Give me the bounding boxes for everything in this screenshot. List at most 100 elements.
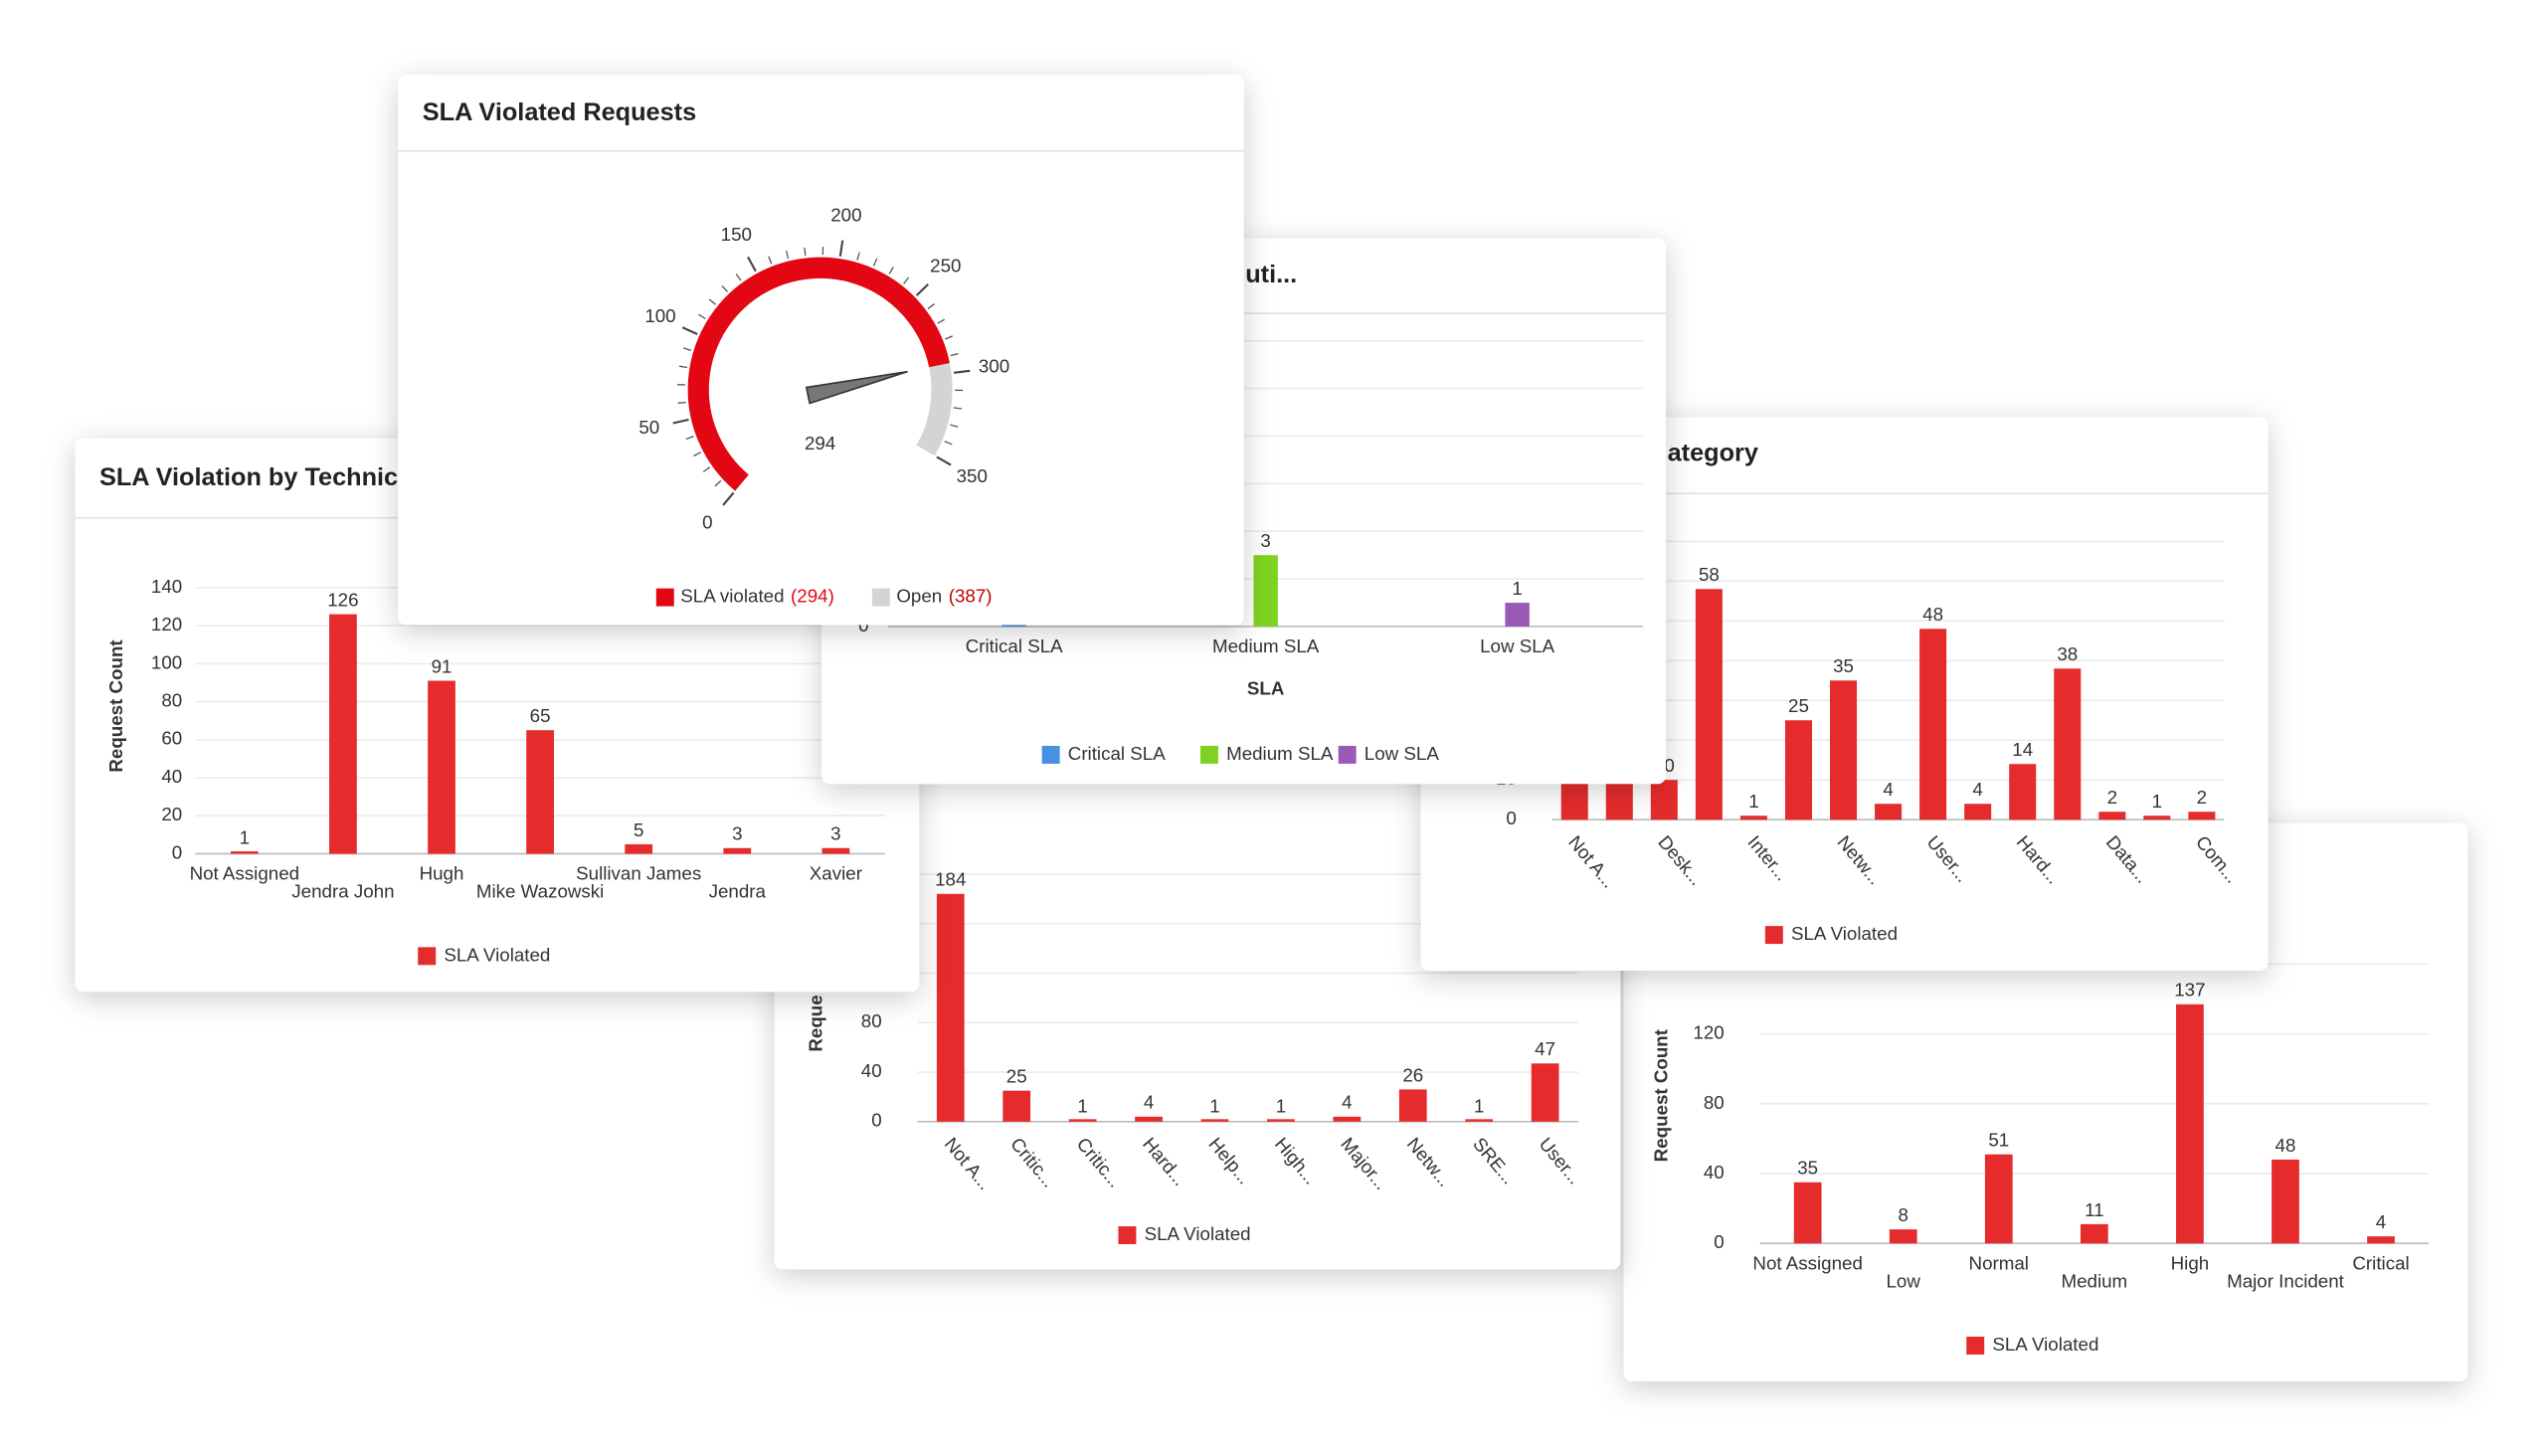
y-axis-title: Reque <box>805 995 825 1051</box>
gauge-major-tick <box>672 418 689 425</box>
gauge-tick-label: 350 <box>957 465 988 486</box>
bar <box>2272 1159 2299 1244</box>
card-title: uti... <box>1245 261 1297 288</box>
bar <box>1793 1182 1822 1244</box>
value-label: 8 <box>1899 1204 1909 1225</box>
gauge-minor-tick <box>708 298 716 305</box>
y-tick-label: 0 <box>172 841 182 862</box>
gauge-minor-tick <box>950 424 959 428</box>
gauge-tick-label: 0 <box>702 512 712 533</box>
y-tick-label: 80 <box>1704 1092 1725 1113</box>
gauge-minor-tick <box>785 251 790 260</box>
bar <box>2080 1223 2108 1244</box>
bar <box>1739 816 1767 820</box>
x-tick-label: Not Assigned <box>190 863 300 884</box>
gauge-minor-tick <box>682 347 692 352</box>
gauge-minor-tick <box>693 452 702 457</box>
x-tick-label: Low <box>1887 1270 1921 1291</box>
bar <box>936 893 965 1122</box>
legend-swatch <box>871 588 890 607</box>
x-tick-label: Jendra <box>709 881 767 902</box>
value-label: 4 <box>1144 1092 1154 1113</box>
legend-name: Open <box>896 586 942 607</box>
bar <box>723 847 752 854</box>
bar <box>1919 629 1947 820</box>
value-label: 1 <box>1077 1095 1087 1116</box>
legend-swatch <box>418 947 437 966</box>
gauge-major-tick <box>953 369 971 374</box>
bar <box>821 847 850 854</box>
x-tick-label: Normal <box>1969 1252 2029 1273</box>
gauge-minor-tick <box>804 247 807 257</box>
bar <box>1784 720 1812 820</box>
value-label: 26 <box>1402 1064 1423 1085</box>
bar <box>1001 624 1026 627</box>
gauge-minor-tick <box>903 276 910 284</box>
y-tick-label: 60 <box>161 728 182 749</box>
bar <box>1695 589 1723 820</box>
value-label: 1 <box>1748 791 1758 812</box>
bar <box>428 680 455 854</box>
legend-count: (294) <box>791 586 834 607</box>
x-tick-label: Medium SLA <box>1212 636 1320 656</box>
value-label: 48 <box>2275 1135 2296 1156</box>
y-tick-label: 100 <box>151 651 182 672</box>
legend-label: Medium SLA <box>1226 743 1334 764</box>
bar <box>526 730 554 854</box>
bar <box>1333 1116 1362 1122</box>
x-tick-label: Xavier <box>810 863 862 884</box>
value-label: 91 <box>432 655 453 676</box>
bar <box>2188 812 2216 820</box>
x-axis-title: SLA <box>1247 678 1285 699</box>
chart-card: 04080120160200Not A...184Critic...25Crit… <box>774 681 1621 1270</box>
gauge-minor-tick <box>677 401 686 404</box>
gauge-tick-label: 200 <box>830 204 861 225</box>
bar <box>2367 1236 2395 1244</box>
y-tick-label: 40 <box>1704 1162 1725 1183</box>
bar <box>230 851 259 854</box>
gauge-minor-tick <box>856 252 860 261</box>
gauge-minor-tick <box>678 365 688 369</box>
legend-label: SLA Violated <box>444 944 550 965</box>
gauge-value: 294 <box>805 433 835 454</box>
value-label: 5 <box>634 819 643 840</box>
value-label: 126 <box>327 589 358 610</box>
bar <box>1398 1089 1427 1122</box>
gauge-value-arc <box>687 257 950 491</box>
value-label: 1 <box>1474 1095 1484 1116</box>
value-label: 137 <box>2174 980 2205 1001</box>
gauge-minor-tick <box>735 273 742 281</box>
legend-label: SLA Violated <box>1992 1334 2098 1355</box>
x-tick-label: Not Assigned <box>1752 1252 1863 1273</box>
card-title: SLA Violated Requests <box>423 98 696 126</box>
gauge-minor-tick <box>944 441 953 446</box>
bar <box>625 843 653 854</box>
value-label: 58 <box>1699 564 1720 585</box>
value-label: 11 <box>2085 1199 2103 1220</box>
x-tick-label: High <box>2171 1252 2210 1273</box>
y-tick-label: 140 <box>151 576 182 597</box>
bar <box>2143 816 2171 820</box>
card-background <box>398 75 1244 626</box>
gauge-minor-tick <box>872 258 878 267</box>
gauge-major-tick <box>936 455 952 466</box>
gauge-minor-tick <box>714 479 722 487</box>
y-tick-label: 0 <box>1714 1231 1724 1252</box>
y-tick-label: 80 <box>161 689 182 710</box>
gauge-minor-tick <box>698 313 706 320</box>
gauge-minor-tick <box>937 318 946 324</box>
gauge-major-tick <box>915 282 930 296</box>
y-tick-label: 40 <box>861 1060 882 1081</box>
gauge-tick-label: 300 <box>979 356 1009 377</box>
bar <box>2009 764 2037 820</box>
value-label: 1 <box>1209 1095 1219 1116</box>
bar <box>1964 804 1992 820</box>
bar <box>1984 1154 2013 1244</box>
legend-swatch <box>655 588 674 607</box>
gauge-minor-tick <box>888 267 894 274</box>
value-label: 4 <box>2376 1211 2386 1232</box>
bar <box>2098 812 2126 820</box>
bar <box>1830 680 1858 820</box>
legend-count: (387) <box>949 586 993 607</box>
